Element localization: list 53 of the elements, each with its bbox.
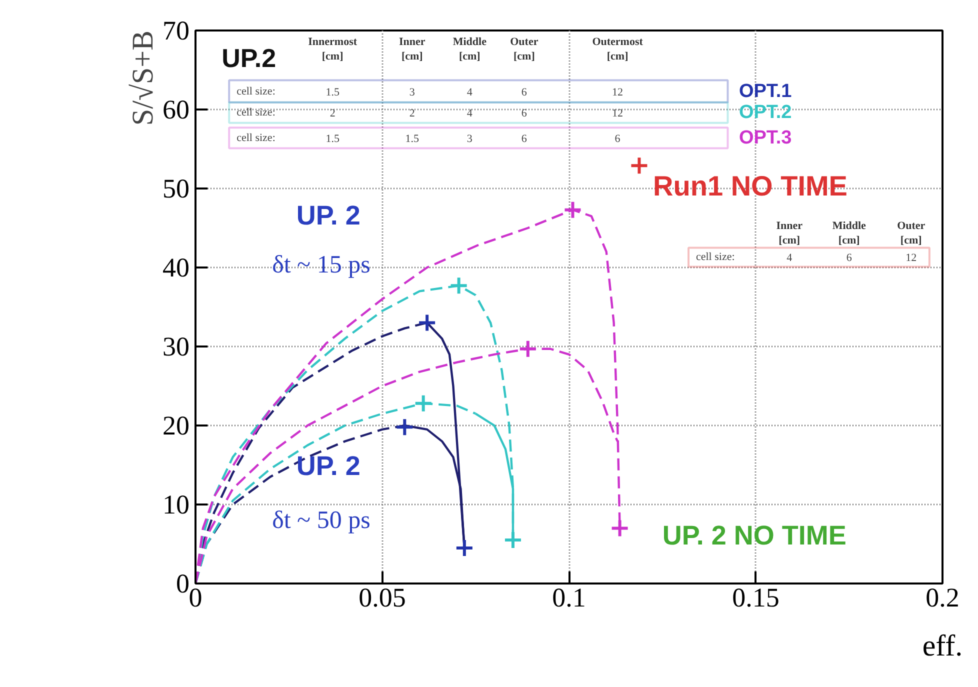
annotation: 6 xyxy=(521,86,528,98)
annotation: 12 xyxy=(612,86,624,98)
annotation: cell size: xyxy=(236,106,276,119)
annotation: Innermost [cm] xyxy=(308,36,358,62)
text: OPT.3 xyxy=(738,127,792,148)
x-tick-label: 0.15 xyxy=(732,582,780,612)
annotation: 4 xyxy=(466,108,473,120)
annotation: 4 xyxy=(466,86,473,98)
annotation: Middle [cm] xyxy=(452,36,487,62)
annotation: δt ~ 50 ps xyxy=(272,506,370,534)
annotation: 12 xyxy=(612,108,624,120)
annotation: 1.5 xyxy=(405,132,420,145)
y-tick-label: 60 xyxy=(162,94,190,124)
y-tick-label: 70 xyxy=(162,16,190,46)
annotation: Inner [cm] xyxy=(776,220,803,246)
annotation: Outer [cm] xyxy=(510,36,538,62)
x-tick-label: 0.2 xyxy=(926,582,960,612)
annotation: Outer [cm] xyxy=(897,220,926,246)
annotation: cell size: xyxy=(236,132,276,144)
annotation: UP.2 xyxy=(222,43,276,74)
annotation: 6 xyxy=(614,132,621,145)
text: OPT.1 xyxy=(738,80,792,102)
annotation: 3 xyxy=(466,132,473,145)
annotation: 12 xyxy=(906,252,917,264)
series-label: Run1 NO TIME xyxy=(653,170,848,202)
text: OPT.2 xyxy=(738,102,792,124)
annotation: Middle [cm] xyxy=(832,220,866,246)
annotation: δt ~ 15 ps xyxy=(272,252,370,279)
annotation: Inner [cm] xyxy=(398,36,426,62)
annotation: 6 xyxy=(521,108,528,120)
annotation: UP. 2 xyxy=(296,450,360,481)
annotation: 2 xyxy=(330,108,336,120)
y-tick-label: 30 xyxy=(162,332,190,362)
annotation: 4 xyxy=(786,252,793,264)
annotation: cell size: xyxy=(696,251,735,264)
annotation: 1.5 xyxy=(326,132,340,145)
y-tick-label: 50 xyxy=(162,174,190,204)
x-tick-label: 0.05 xyxy=(358,582,406,612)
annotation: UP. 2 NO TIME xyxy=(662,520,846,550)
annotation: 1.5 xyxy=(326,86,340,98)
y-axis-title: S/√S+B xyxy=(126,30,160,126)
x-tick-label: 0.1 xyxy=(552,582,586,612)
annotation: Outermost [cm] xyxy=(592,36,644,62)
annotation: cell size: xyxy=(236,85,276,98)
annotation: UP. 2 xyxy=(296,200,360,230)
y-tick-label: 20 xyxy=(162,410,190,440)
annotation: 6 xyxy=(521,132,528,145)
x-axis-title: eff. xyxy=(922,630,963,662)
y-tick-label: 40 xyxy=(162,252,190,282)
annotation: 2 xyxy=(409,108,415,120)
annotation: 6 xyxy=(846,252,852,264)
y-tick-label: 10 xyxy=(162,490,190,520)
annotation: 3 xyxy=(409,86,416,98)
